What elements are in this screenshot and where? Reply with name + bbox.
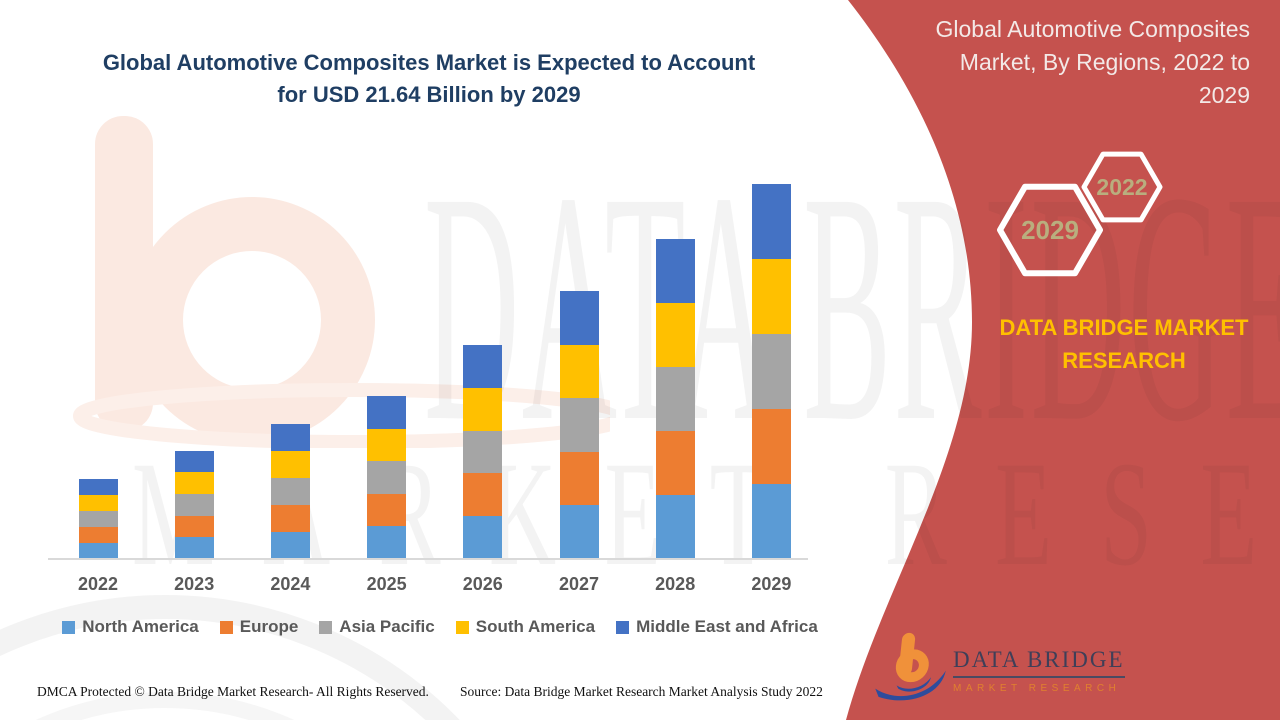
x-axis-label-2022: 2022 bbox=[77, 574, 119, 594]
footer-dmca: DMCA Protected © Data Bridge Market Rese… bbox=[37, 684, 429, 699]
bar-2029-south-america bbox=[751, 259, 791, 334]
bar-2029-north-america bbox=[751, 484, 791, 559]
x-axis-label-2029: 2029 bbox=[751, 574, 792, 594]
bar-2027-north-america bbox=[559, 505, 599, 559]
bar-2025-middle-east-and-africa bbox=[367, 396, 407, 429]
bar-2022-europe bbox=[78, 527, 118, 544]
bar-2025-north-america bbox=[367, 526, 407, 559]
page-title: Global Automotive Composites Market is E… bbox=[48, 47, 810, 111]
bar-2029-europe bbox=[751, 409, 791, 484]
logo-mark bbox=[875, 632, 946, 701]
x-axis-label-2026: 2026 bbox=[462, 574, 503, 594]
bar-2022-north-america bbox=[78, 543, 118, 559]
legend-swatch-middle-east-and-africa bbox=[616, 620, 630, 634]
bar-2023-north-america bbox=[174, 537, 214, 559]
x-axis-label-2023: 2023 bbox=[174, 574, 215, 594]
bar-2026-middle-east-and-africa bbox=[463, 345, 503, 388]
legend-swatch-europe bbox=[219, 620, 233, 634]
legend-item-asia-pacific: Asia Pacific bbox=[319, 617, 435, 637]
hexagon-2029 bbox=[997, 183, 1103, 277]
x-axis-label-2025: 2025 bbox=[366, 574, 407, 594]
bar-2027-asia-pacific bbox=[559, 398, 599, 452]
legend-item-south-america: South America bbox=[455, 617, 596, 637]
bar-2024-middle-east-and-africa bbox=[270, 423, 310, 451]
legend-label-north-america: North America bbox=[82, 617, 199, 636]
legend-label-south-america: South America bbox=[475, 617, 596, 636]
bar-2022-south-america bbox=[78, 495, 118, 512]
bar-2029-middle-east-and-africa bbox=[751, 184, 791, 259]
bar-2029-asia-pacific bbox=[751, 334, 791, 409]
legend-swatch-asia-pacific bbox=[319, 620, 333, 634]
bar-2028-europe bbox=[655, 431, 695, 496]
bar-2028-south-america bbox=[655, 303, 695, 368]
bar-2026-north-america bbox=[463, 516, 503, 559]
bar-2022-asia-pacific bbox=[78, 511, 118, 528]
hexagon-2022 bbox=[1081, 151, 1163, 223]
brand-wordmark: DATA BRIDGE MARKET RESEARCH bbox=[999, 315, 1249, 373]
bar-2026-south-america bbox=[463, 387, 503, 431]
legend-item-north-america: North America bbox=[62, 617, 199, 637]
x-axis-label-2024: 2024 bbox=[270, 574, 311, 594]
bar-2022-middle-east-and-africa bbox=[78, 479, 118, 496]
x-axis-label-2028: 2028 bbox=[655, 574, 696, 594]
legend-label-asia-pacific: Asia Pacific bbox=[339, 617, 435, 636]
bar-2028-middle-east-and-africa bbox=[655, 239, 695, 304]
bar-2023-south-america bbox=[174, 472, 214, 495]
bar-2026-asia-pacific bbox=[463, 430, 503, 474]
legend-swatch-south-america bbox=[455, 620, 469, 634]
legend-item-middle-east-and-africa: Middle East and Africa bbox=[616, 617, 818, 637]
hexagon-2022-label: 2022 bbox=[1096, 174, 1147, 200]
legend-label-europe: Europe bbox=[239, 617, 299, 636]
bar-2023-europe bbox=[174, 515, 214, 538]
bar-2025-europe bbox=[367, 493, 407, 527]
logo: DATA BRIDGE MARKET RESEARCH bbox=[953, 647, 1125, 694]
bar-2024-north-america bbox=[270, 531, 310, 559]
page-title-line2: for USD 21.64 Billion by 2029 bbox=[277, 82, 581, 107]
x-axis-label-2027: 2027 bbox=[558, 574, 600, 594]
side-panel-title: Global Automotive Composites Market, By … bbox=[935, 16, 1251, 108]
watermark-logo-b bbox=[73, 116, 610, 448]
bar-2025-south-america bbox=[367, 428, 407, 462]
footer-source: Source: Data Bridge Market Research Mark… bbox=[460, 684, 823, 699]
bar-2027-south-america bbox=[559, 344, 599, 399]
bar-2023-asia-pacific bbox=[174, 494, 214, 516]
legend-label-middle-east-and-africa: Middle East and Africa bbox=[636, 617, 818, 636]
bar-2028-asia-pacific bbox=[655, 367, 695, 432]
bar-2024-south-america bbox=[270, 450, 310, 478]
logo-subtitle: MARKET RESEARCH bbox=[953, 683, 1121, 694]
stacked-bar-chart: 2022 2023 2024 2025 2026 2027 2028 2029 bbox=[77, 184, 792, 594]
bar-2023-middle-east-and-africa bbox=[174, 450, 214, 473]
bar-2027-middle-east-and-africa bbox=[559, 291, 599, 345]
logo-name: DATA BRIDGE bbox=[953, 647, 1125, 678]
legend-item-europe: Europe bbox=[219, 617, 299, 637]
page-title-line1: Global Automotive Composites Market is E… bbox=[102, 50, 756, 75]
hexagon-years: 2022 2029 bbox=[997, 151, 1163, 277]
bar-2027-europe bbox=[559, 451, 599, 506]
bar-2028-north-america bbox=[655, 495, 695, 559]
bar-2026-europe bbox=[463, 473, 503, 517]
hexagon-2029-label: 2029 bbox=[1021, 215, 1079, 245]
x-axis-line bbox=[48, 558, 808, 560]
bar-2025-asia-pacific bbox=[367, 461, 407, 494]
bar-2024-europe bbox=[270, 504, 310, 532]
bar-2024-asia-pacific bbox=[270, 477, 310, 505]
chart-legend: North America Europe Asia Pacific South Ame… bbox=[40, 617, 840, 637]
legend-swatch-north-america bbox=[62, 620, 76, 634]
